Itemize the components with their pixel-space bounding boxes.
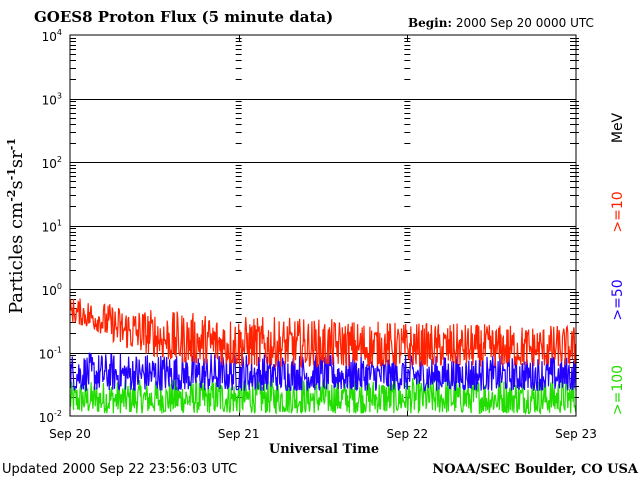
- x-axis-label: Universal Time: [269, 442, 379, 457]
- legend-item: >=50: [610, 279, 626, 320]
- updated-value: 2000 Sep 22 23:56:03 UTC: [62, 462, 237, 477]
- x-tick-label: Sep 23: [555, 427, 597, 441]
- begin-key: Begin:: [408, 16, 452, 30]
- series-layer: [69, 298, 577, 416]
- y-tick-label: 102: [42, 155, 62, 171]
- y-tick-label: 10-2: [39, 409, 62, 425]
- begin-value: 2000 Sep 20 0000 UTC: [456, 16, 594, 30]
- x-tick-label: Sep 21: [218, 427, 260, 441]
- source-credit: NOAA/SEC Boulder, CO USA: [432, 462, 639, 477]
- y-tick-label: 10-1: [39, 346, 62, 362]
- legend: >=10 >=50 >=100 MeV: [610, 112, 626, 415]
- y-axis-label: Particles cm-2s-1sr-1: [5, 138, 27, 314]
- series-line: [69, 352, 577, 392]
- plot-frame: [69, 34, 577, 417]
- legend-item: >=10: [610, 191, 626, 232]
- legend-unit: MeV: [610, 112, 626, 143]
- x-tick-labels: Sep 20 Sep 21 Sep 22 Sep 23: [49, 427, 597, 441]
- series-line: [69, 298, 577, 369]
- x-tick-label: Sep 22: [386, 427, 428, 441]
- updated-label: Updated: [2, 462, 57, 477]
- y-tick-label: 101: [42, 219, 62, 235]
- y-tick-labels: 10-2 10-1 100 101 102 103 104: [39, 28, 62, 425]
- begin-label: Begin: 2000 Sep 20 0000 UTC: [408, 16, 594, 30]
- chart-title: GOES8 Proton Flux (5 minute data): [34, 8, 333, 26]
- y-tick-label: 103: [42, 92, 62, 108]
- updated-text: Updated 2000 Sep 22 23:56:03 UTC: [2, 462, 237, 477]
- legend-item: >=100: [610, 365, 626, 415]
- y-tick-label: 104: [42, 28, 62, 44]
- y-tick-label: 100: [42, 282, 62, 298]
- x-tick-label: Sep 20: [49, 427, 91, 441]
